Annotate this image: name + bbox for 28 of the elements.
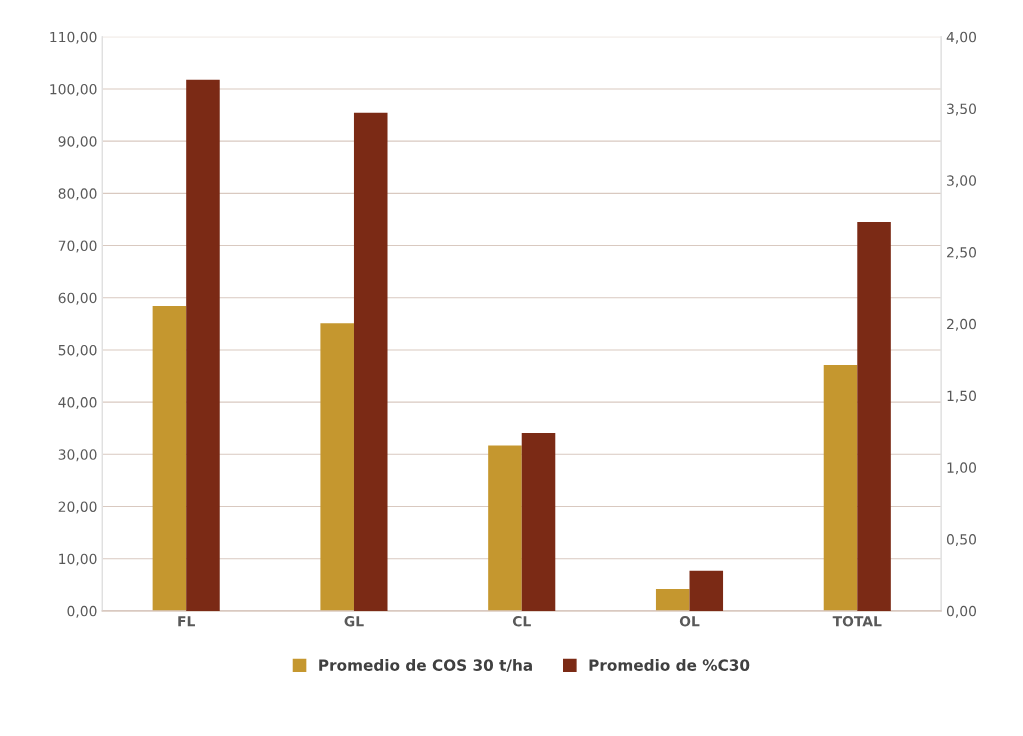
y2-tick-label: 2,00 [947,318,977,331]
legend-label: Promedio de COS 30 t/ha [319,659,532,673]
y-tick-label: 30,00 [58,449,97,462]
y-tick-label: 80,00 [58,188,97,201]
y2-tick-label: 3,50 [947,103,977,116]
y-tick-label: 60,00 [58,292,97,305]
y2-tick-label: 3,00 [947,175,977,188]
x-tick-label: OL [679,615,700,627]
y2-tick-label: 2,50 [947,247,977,259]
y2-tick-label: 0,00 [946,605,977,618]
x-tick-label: FL [178,616,195,627]
y-tick-label: 50,00 [58,344,97,357]
y-tick-label: 90,00 [58,136,97,149]
y-tick-label: 110,00 [50,31,97,44]
y-tick-label: 10,00 [59,553,97,566]
y-tick-label: 40,00 [58,397,97,410]
y2-tick-label: 1,50 [947,390,977,403]
y-tick-label: 20,00 [58,501,97,514]
x-tick-label: CL [512,615,531,627]
y2-tick-label: 0,50 [946,534,977,547]
x-tick-label: GL [344,615,364,627]
y2-tick-label: 4,00 [946,31,977,44]
y-tick-label: 100,00 [50,83,97,96]
legend-label: Promedio de %C30 [589,659,750,671]
y-tick-label: 0,00 [67,605,97,618]
x-tick-label: TOTAL [832,615,882,627]
y2-tick-label: 1,00 [947,462,977,475]
y-tick-label: 70,00 [58,240,97,253]
